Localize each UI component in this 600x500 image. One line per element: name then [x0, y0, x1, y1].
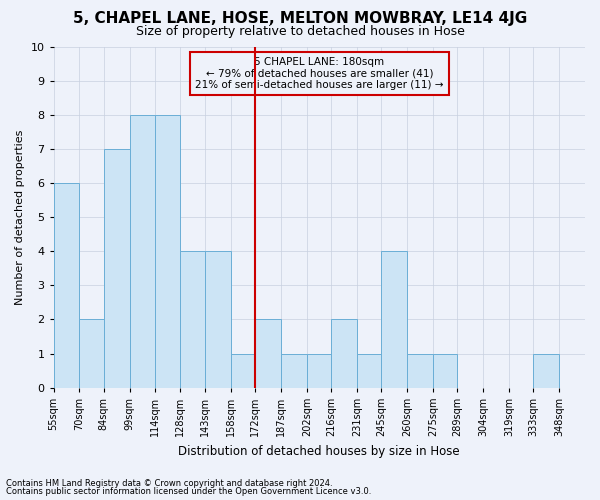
Bar [179, 251, 205, 388]
Bar [281, 354, 307, 388]
Bar [104, 149, 130, 388]
Bar [331, 320, 357, 388]
Bar [155, 114, 179, 388]
Bar [307, 354, 331, 388]
Bar [53, 183, 79, 388]
Bar [231, 354, 256, 388]
Text: 5 CHAPEL LANE: 180sqm
← 79% of detached houses are smaller (41)
21% of semi-deta: 5 CHAPEL LANE: 180sqm ← 79% of detached … [195, 56, 443, 90]
Text: Size of property relative to detached houses in Hose: Size of property relative to detached ho… [136, 25, 464, 38]
Text: Contains HM Land Registry data © Crown copyright and database right 2024.: Contains HM Land Registry data © Crown c… [6, 478, 332, 488]
Text: Contains public sector information licensed under the Open Government Licence v3: Contains public sector information licen… [6, 487, 371, 496]
Bar [407, 354, 433, 388]
Bar [79, 320, 104, 388]
Bar [433, 354, 457, 388]
Y-axis label: Number of detached properties: Number of detached properties [15, 130, 25, 305]
Bar [130, 114, 155, 388]
Bar [357, 354, 382, 388]
Bar [256, 320, 281, 388]
Text: 5, CHAPEL LANE, HOSE, MELTON MOWBRAY, LE14 4JG: 5, CHAPEL LANE, HOSE, MELTON MOWBRAY, LE… [73, 11, 527, 26]
X-axis label: Distribution of detached houses by size in Hose: Distribution of detached houses by size … [178, 444, 460, 458]
Bar [205, 251, 231, 388]
Bar [382, 251, 407, 388]
Bar [533, 354, 559, 388]
